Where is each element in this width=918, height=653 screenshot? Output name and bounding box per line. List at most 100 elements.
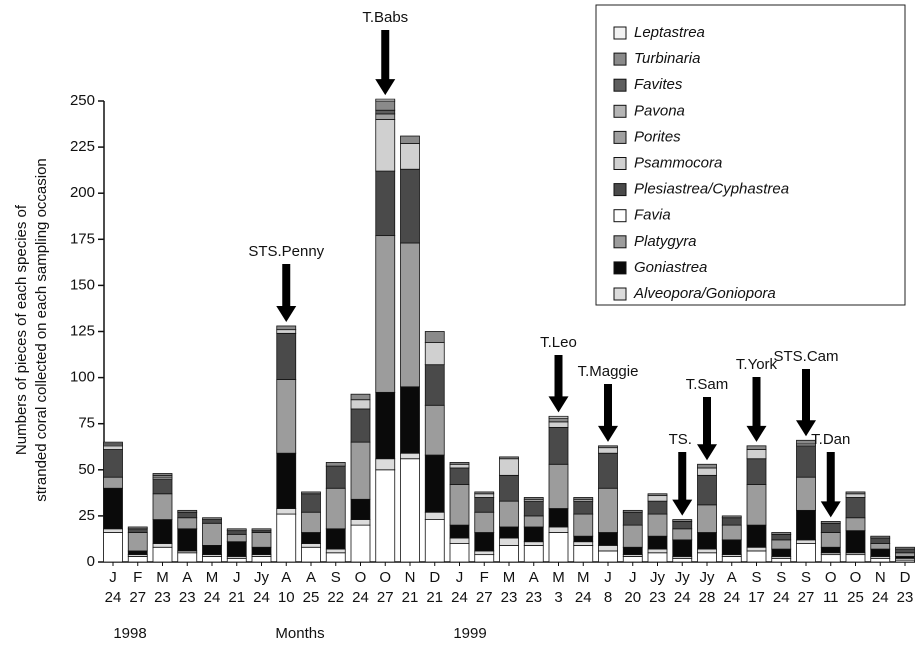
x-tick-date: 23: [525, 589, 542, 606]
bar-segment: [499, 537, 519, 546]
bar-segment: [350, 408, 371, 443]
legend-swatch: [613, 26, 627, 40]
x-tick-date: 21: [426, 589, 443, 606]
bar-segment: [548, 532, 569, 563]
bar-segment: [400, 452, 420, 460]
bar-segment: [622, 511, 643, 526]
bar-segment: [449, 484, 470, 526]
x-tick-label: M: [577, 569, 590, 586]
annotation: T.Sam: [686, 376, 729, 393]
x-tick-label: O: [355, 569, 367, 586]
bar-segment: [573, 535, 594, 543]
y-tick-label: 75: [78, 415, 95, 432]
x-tick-label: M: [156, 569, 169, 586]
bar-segment: [820, 521, 841, 524]
bar-segment: [474, 497, 495, 513]
bar-segment: [796, 476, 816, 511]
bar-segment: [400, 135, 420, 144]
bar-segment: [672, 539, 693, 557]
bar-segment: [672, 528, 693, 541]
bar-segment: [375, 119, 396, 172]
x-tick-label: J: [109, 569, 117, 586]
bar-segment: [449, 467, 470, 485]
bar-segment: [325, 528, 346, 550]
bar-segment: [301, 511, 321, 533]
bar-segment: [697, 474, 717, 506]
bar-segment: [845, 517, 866, 532]
legend-label: Pavona: [634, 102, 685, 119]
y-tick-label: 25: [78, 507, 95, 524]
bar-segment: [127, 550, 148, 556]
bar-segment: [845, 554, 866, 563]
x-tick-label: A: [306, 569, 316, 586]
legend-swatch: [613, 261, 627, 275]
bar-segment: [474, 493, 495, 498]
bar-segment: [375, 109, 396, 115]
bar-segment: [721, 524, 742, 541]
x-tick-date: 24: [674, 589, 691, 606]
bar-segment: [796, 445, 816, 478]
y-tick-label: 100: [70, 369, 95, 386]
annotation: STS.Cam: [773, 348, 838, 365]
x-tick-date: 28: [699, 589, 716, 606]
bar-segment: [276, 508, 297, 515]
bar-segment: [573, 513, 594, 537]
bar-segment: [375, 98, 396, 102]
legend-label: Plesiastrea/Cyphastrea: [634, 181, 789, 198]
bar-segment: [672, 557, 693, 563]
x-tick-date: 24: [723, 589, 740, 606]
annotation: T.Maggie: [578, 363, 639, 380]
bar-segment: [573, 541, 594, 546]
bar-segment: [177, 517, 198, 530]
x-tick-date: 24: [105, 589, 122, 606]
bar-segment: [870, 548, 891, 557]
x-tick-date: 17: [748, 589, 765, 606]
y-axis-title: Numbers of pieces of each species of str…: [13, 158, 50, 502]
annotation: TS.: [669, 431, 692, 448]
annotation-arrow: [746, 377, 767, 442]
bar-segment: [103, 441, 123, 445]
annotation-arrow: [697, 397, 717, 461]
bar-segment: [796, 543, 816, 563]
bar-segment: [548, 421, 569, 428]
legend-swatch: [613, 287, 627, 301]
bar-segment: [202, 545, 222, 556]
bar-segment: [622, 546, 643, 556]
legend-label: Turbinaria: [634, 50, 700, 67]
bar-segment: [226, 557, 247, 563]
x-tick-label: M: [503, 569, 516, 586]
bar-segment: [251, 546, 272, 556]
legend-label: Platygyra: [634, 233, 697, 250]
y-axis-title-line: stranded coral collected on each samplin…: [33, 158, 50, 502]
bar-segment: [672, 521, 693, 530]
bar-segment: [622, 556, 643, 563]
x-tick-label: J: [629, 569, 637, 586]
legend-label: Favites: [634, 76, 683, 93]
bar-segment: [177, 552, 198, 563]
bar-segment: [697, 504, 717, 533]
bar-segment: [523, 526, 544, 543]
bar-segment: [523, 500, 544, 517]
legend-label: Porites: [634, 128, 681, 145]
x-tick-label: Jy: [650, 569, 666, 586]
legend-swatch: [613, 183, 627, 197]
x-tick-label: O: [850, 569, 862, 586]
bar-segment: [820, 522, 841, 533]
bar-segment: [375, 235, 396, 393]
bar-segment: [226, 533, 247, 543]
legend-label: Psammocora: [634, 154, 722, 171]
bar-segment: [697, 532, 717, 550]
bar-segment: [350, 498, 371, 520]
bar-segment: [152, 473, 173, 476]
x-tick-label: F: [480, 569, 489, 586]
x-tick-date: 24: [773, 589, 790, 606]
x-tick-label: S: [776, 569, 786, 586]
bar-segment: [598, 445, 618, 449]
bar-segment: [474, 491, 495, 495]
x-tick-label: A: [281, 569, 291, 586]
x-tick-date: 24: [352, 589, 369, 606]
bar-segment: [424, 331, 445, 343]
bar-segment: [746, 484, 767, 526]
annotation-arrow: [796, 369, 816, 437]
legend-box: [595, 4, 906, 306]
